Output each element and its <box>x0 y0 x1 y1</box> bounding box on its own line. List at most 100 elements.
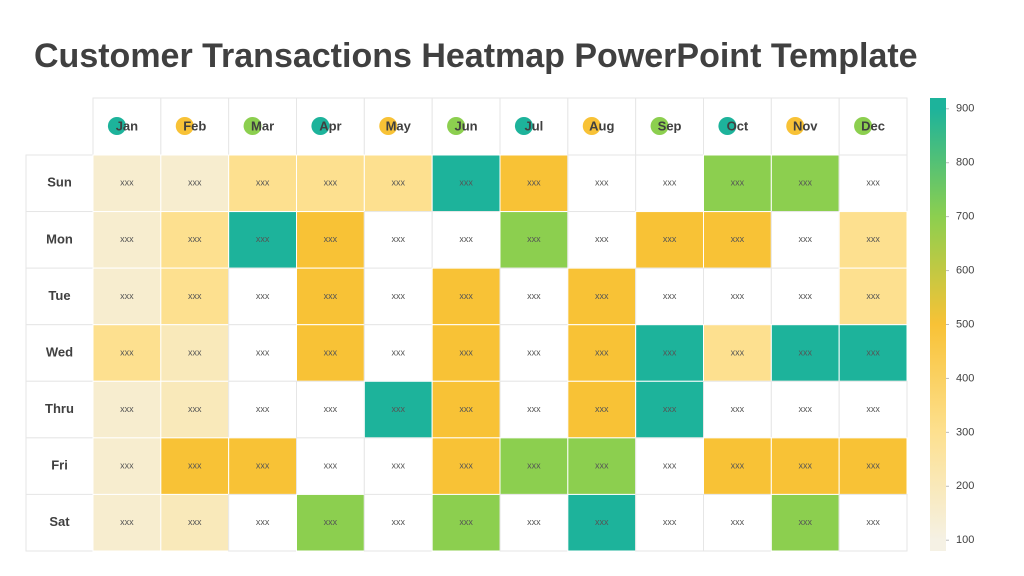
heat-cell <box>838 154 908 213</box>
cell-label: xxx <box>866 347 880 357</box>
month-label: Apr <box>319 118 341 133</box>
heat-cell <box>499 493 569 552</box>
cell-label: xxx <box>799 404 813 414</box>
month-dot <box>582 117 601 135</box>
cell-label: xxx <box>595 404 609 414</box>
cell-label: xxx <box>256 404 270 414</box>
cell-label: xxx <box>392 404 406 414</box>
heat-cell <box>92 154 162 213</box>
month-label: May <box>386 118 412 133</box>
cell-label: xxx <box>663 461 677 471</box>
header-cell <box>499 97 569 156</box>
month-dot <box>243 117 262 135</box>
heat-cell <box>296 437 365 495</box>
month-label: Oct <box>727 118 749 133</box>
cell-label: xxx <box>527 347 541 357</box>
heat-cell <box>228 324 298 382</box>
cell-label: xxx <box>731 404 745 414</box>
month-dot <box>175 117 194 135</box>
heat-cell <box>160 493 230 552</box>
cell-label: xxx <box>120 404 134 414</box>
row-label: Fri <box>51 458 68 473</box>
colorbar-tick-label: 500 <box>956 318 974 330</box>
cell-label: xxx <box>120 461 134 471</box>
heat-cell <box>431 324 501 382</box>
month-dot <box>650 117 669 135</box>
cell-label: xxx <box>188 347 202 357</box>
heat-cell <box>838 437 908 495</box>
row-header <box>25 267 94 326</box>
header-cell <box>635 97 705 156</box>
cell-label: xxx <box>324 291 338 301</box>
cell-label: xxx <box>459 461 473 471</box>
month-dot <box>786 117 805 135</box>
heat-cell <box>703 493 772 552</box>
heat-cell <box>92 493 162 552</box>
cell-label: xxx <box>392 291 406 301</box>
month-label: Nov <box>793 118 818 133</box>
colorbar-tick-label: 900 <box>956 103 974 115</box>
heat-cell <box>431 380 501 439</box>
heat-cell <box>770 493 840 552</box>
cell-label: xxx <box>120 178 134 188</box>
cell-label: xxx <box>527 404 541 414</box>
cell-label: xxx <box>663 404 677 414</box>
cell-label: xxx <box>799 291 813 301</box>
header-cell <box>296 97 365 156</box>
cell-label: xxx <box>324 404 338 414</box>
heat-cell <box>160 437 230 495</box>
cell-label: xxx <box>527 291 541 301</box>
month-dot <box>447 117 466 135</box>
month-label: Feb <box>183 118 206 133</box>
heat-cell <box>635 380 705 439</box>
colorbar-tick-label: 300 <box>956 426 974 438</box>
row-label: Thru <box>45 401 74 416</box>
heat-cell <box>635 324 705 382</box>
heat-cell <box>228 380 298 439</box>
row-header <box>25 324 94 382</box>
cell-label: xxx <box>324 517 338 527</box>
heat-cell <box>838 324 908 382</box>
colorbar-tick-label: 200 <box>956 480 974 492</box>
month-label: Jul <box>525 118 544 133</box>
cell-label: xxx <box>663 234 677 244</box>
cell-label: xxx <box>595 178 609 188</box>
cell-label: xxx <box>256 178 270 188</box>
cell-label: xxx <box>256 234 270 244</box>
cell-label: xxx <box>256 347 270 357</box>
cell-label: xxx <box>188 234 202 244</box>
cell-label: xxx <box>866 291 880 301</box>
heat-cell <box>838 493 908 552</box>
cell-label: xxx <box>527 234 541 244</box>
heat-cell <box>228 437 298 495</box>
month-dot <box>514 117 533 135</box>
heat-cell <box>431 493 501 552</box>
heat-cell <box>296 154 365 213</box>
heat-cell <box>499 154 569 213</box>
row-label: Sun <box>47 175 72 190</box>
cell-label: xxx <box>595 291 609 301</box>
header-cell <box>228 97 298 156</box>
heat-cell <box>499 211 569 269</box>
heat-cell <box>92 211 162 269</box>
heat-cell <box>160 380 230 439</box>
cell-label: xxx <box>663 178 677 188</box>
cell-label: xxx <box>256 461 270 471</box>
header-cell <box>363 97 433 156</box>
heat-cell <box>838 211 908 269</box>
cell-label: xxx <box>120 291 134 301</box>
cell-label: xxx <box>188 461 202 471</box>
heat-cell <box>770 380 840 439</box>
month-dot <box>854 117 873 135</box>
heat-cell <box>499 324 569 382</box>
row-label: Sat <box>49 514 70 529</box>
heat-cell <box>92 437 162 495</box>
heat-cell <box>228 154 298 213</box>
month-dot <box>379 117 398 135</box>
cell-label: xxx <box>459 517 473 527</box>
cell-label: xxx <box>256 291 270 301</box>
cell-label: xxx <box>731 178 745 188</box>
heat-cell <box>296 211 365 269</box>
heat-cell <box>363 154 433 213</box>
